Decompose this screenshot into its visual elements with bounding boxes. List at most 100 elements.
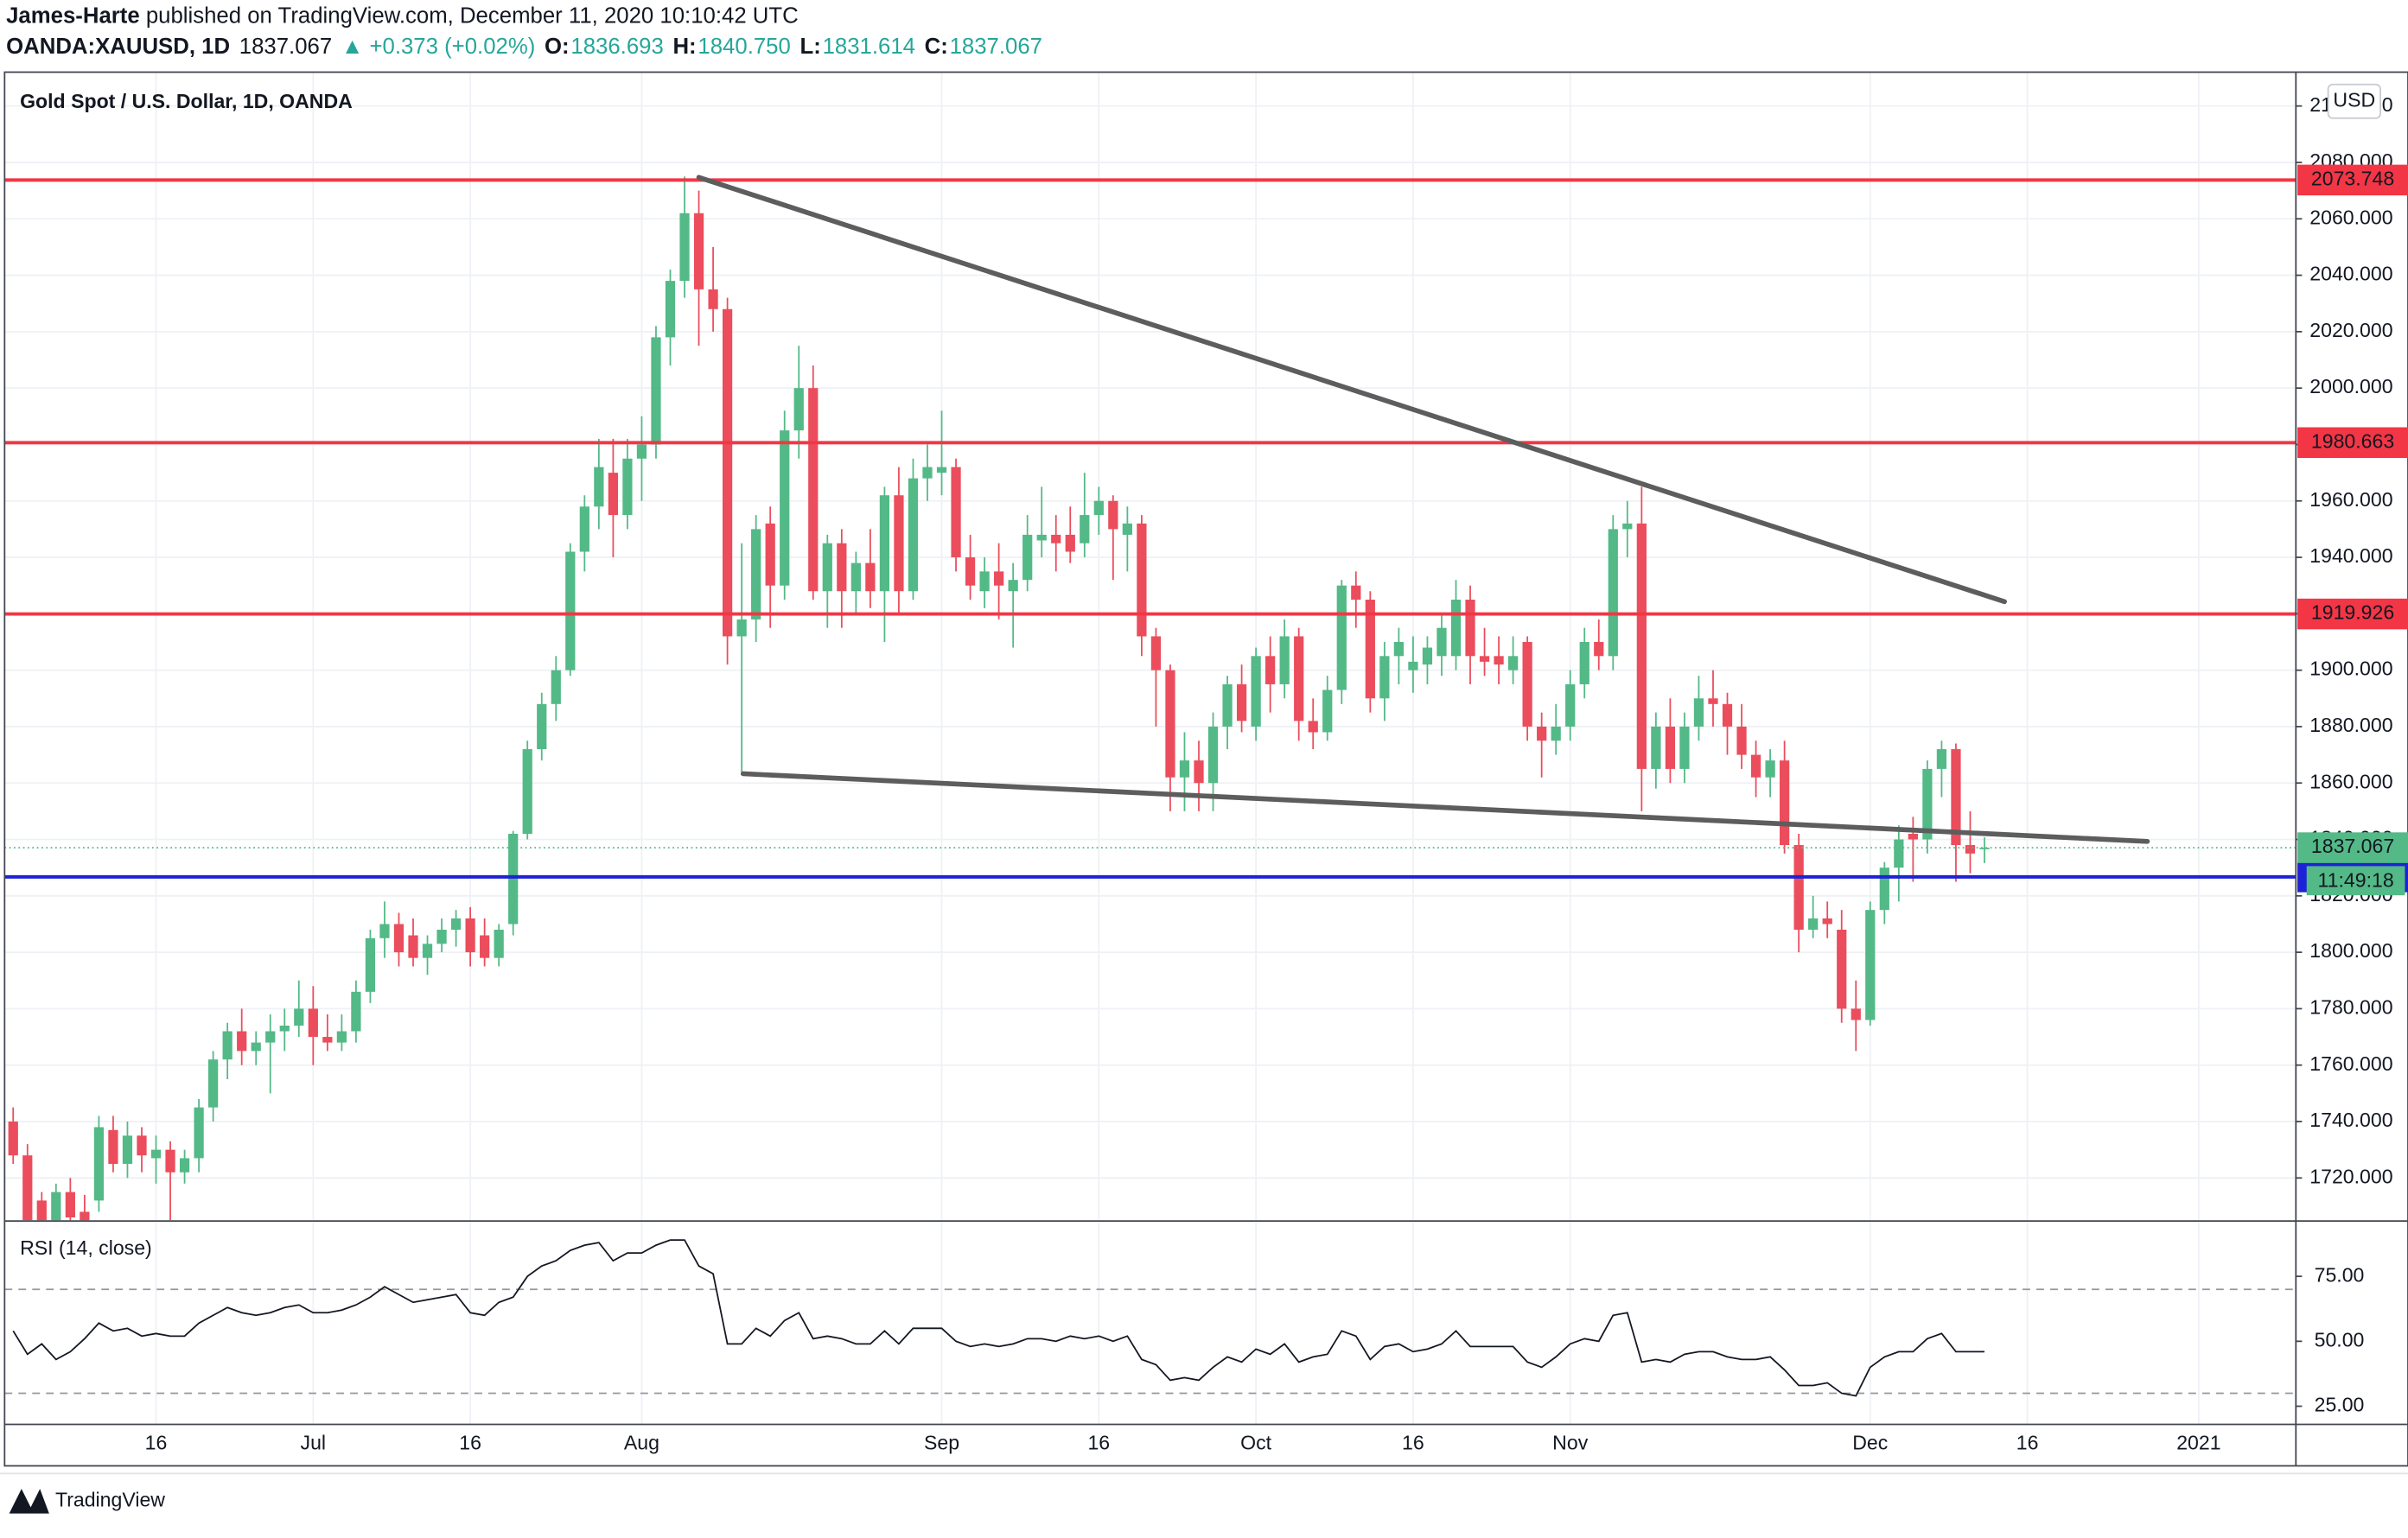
y-tick-label: 2040.000 — [2309, 263, 2392, 285]
candle-body — [636, 444, 647, 459]
chart-title: Gold Spot / U.S. Dollar, 1D, OANDA — [20, 90, 353, 112]
candle-body — [165, 1149, 175, 1173]
currency-label[interactable]: USD — [2333, 88, 2375, 111]
candle-body — [693, 213, 704, 289]
candle-body — [1450, 600, 1462, 657]
candle-body — [994, 571, 1004, 586]
candle-body — [1608, 529, 1618, 657]
candle-body — [265, 1031, 276, 1043]
candle-body — [1150, 636, 1162, 670]
candle-body — [279, 1026, 290, 1032]
candle-body — [1165, 670, 1175, 778]
candle-body — [1736, 726, 1747, 755]
candle-body — [1651, 726, 1661, 769]
last-price-box — [2297, 832, 2408, 863]
candle-body — [1179, 760, 1190, 778]
candle-body — [708, 289, 718, 309]
currency-button-box[interactable] — [2327, 83, 2381, 119]
candle-body — [850, 562, 861, 592]
x-tick-label: Jul — [301, 1432, 327, 1454]
candle-body — [222, 1031, 233, 1060]
author: James-Harte — [6, 3, 140, 28]
candle-body — [1265, 656, 1276, 684]
candle-body — [1537, 726, 1547, 741]
candle-body — [8, 1122, 18, 1156]
y-tick-label: 1780.000 — [2309, 996, 2392, 1019]
candle-body — [537, 703, 547, 750]
y-tick-label: 1760.000 — [2309, 1052, 2392, 1075]
logo-mark — [9, 1489, 49, 1514]
candle-body — [1393, 641, 1405, 657]
y-tick-label: 1860.000 — [2309, 770, 2392, 792]
candle-body — [736, 619, 747, 637]
candle-body — [1051, 534, 1061, 543]
candle-body — [508, 833, 519, 925]
candle-body — [1422, 647, 1433, 665]
ohlc-label: L: — [799, 35, 820, 59]
published: published on TradingView.com, December 1… — [146, 3, 799, 28]
candle-body — [679, 213, 690, 282]
candle-body — [322, 1037, 333, 1043]
candle-body — [894, 495, 904, 592]
level-label-box — [2297, 164, 2408, 196]
candle-body — [1951, 749, 1961, 846]
candle-body — [1022, 534, 1033, 581]
ohlc-label: C: — [925, 35, 948, 59]
candle-body — [608, 473, 619, 516]
candle-body — [351, 991, 361, 1032]
countdown-box — [2306, 866, 2405, 896]
candle-body — [1879, 868, 1889, 911]
candle-body — [622, 458, 633, 516]
y-tick-label: 75.00 — [2315, 1263, 2365, 1286]
candle-body — [1750, 754, 1761, 778]
candle-body — [1594, 641, 1604, 657]
candle-body — [308, 1008, 318, 1038]
candle-body — [365, 937, 376, 992]
last-price-label: 1837.067 — [2311, 835, 2394, 857]
candle-body — [194, 1107, 204, 1159]
candle-body — [393, 924, 405, 953]
candle-body — [594, 467, 604, 507]
candle-body — [1194, 760, 1204, 784]
candle-body — [1336, 585, 1347, 690]
candle-body — [908, 478, 919, 592]
candle-body — [1479, 656, 1490, 662]
candle-body — [1507, 656, 1519, 670]
candle-body — [1808, 918, 1819, 930]
ohlc-label: H: — [672, 35, 696, 59]
candle-body — [465, 918, 475, 953]
level-label: 2073.748 — [2311, 167, 2394, 189]
candle-body — [336, 1031, 347, 1043]
candle-body — [1665, 726, 1676, 769]
candle-body — [1579, 641, 1589, 684]
candle-body — [651, 337, 661, 445]
candle-body — [936, 467, 947, 473]
x-tick-label: 16 — [2016, 1432, 2039, 1454]
candle-body — [36, 1200, 47, 1221]
candle-body — [1936, 749, 1947, 769]
rsi-pane — [4, 1239, 2297, 1397]
trendline — [740, 771, 2150, 844]
y-tick-label: 2020.000 — [2309, 319, 2392, 341]
candle-body — [1979, 848, 1990, 849]
level-label-box — [2297, 598, 2408, 630]
x-tick-label: 16 — [1402, 1432, 1424, 1454]
candle-body — [1851, 1008, 1861, 1020]
candle-body — [1351, 585, 1361, 601]
y-tick-label: 1960.000 — [2309, 488, 2392, 511]
trendline — [696, 175, 2007, 605]
x-tick-label: 16 — [459, 1432, 481, 1454]
y-tick-label: 2000.000 — [2309, 375, 2392, 397]
candle-body — [751, 529, 761, 620]
candle-body — [1294, 636, 1304, 721]
candle-body — [65, 1192, 75, 1218]
candle-body — [137, 1135, 147, 1156]
currency-button[interactable]: USD — [2327, 83, 2381, 119]
candle-body — [1722, 703, 1733, 727]
x-tick-label: 2021 — [2176, 1432, 2220, 1454]
candle-body — [93, 1127, 105, 1201]
candle-body — [150, 1149, 162, 1159]
countdown-label: 11:49:18 — [2318, 868, 2394, 891]
